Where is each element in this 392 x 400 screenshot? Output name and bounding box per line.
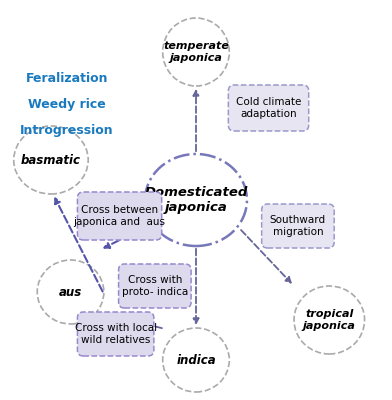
FancyBboxPatch shape <box>261 204 334 248</box>
Text: aus: aus <box>59 286 82 298</box>
Text: Domesticated
japonica: Domesticated japonica <box>144 186 248 214</box>
Ellipse shape <box>145 154 247 246</box>
Ellipse shape <box>37 260 104 324</box>
FancyBboxPatch shape <box>118 264 191 308</box>
Text: Cross with local
wild relatives: Cross with local wild relatives <box>74 323 157 345</box>
Ellipse shape <box>163 328 229 392</box>
Text: Cross with
proto- indica: Cross with proto- indica <box>122 275 188 297</box>
Text: Introgression: Introgression <box>20 124 113 137</box>
FancyBboxPatch shape <box>228 85 309 131</box>
Ellipse shape <box>14 126 88 194</box>
Text: Southward
migration: Southward migration <box>270 215 326 237</box>
Text: tropical
japonica: tropical japonica <box>303 309 356 331</box>
Text: Cross between
japonica and  aus: Cross between japonica and aus <box>74 205 165 227</box>
FancyBboxPatch shape <box>77 192 162 240</box>
Text: Weedy rice: Weedy rice <box>28 98 105 111</box>
Text: indica: indica <box>176 354 216 366</box>
Text: Feralization: Feralization <box>25 72 108 85</box>
Text: temperate
japonica: temperate japonica <box>163 41 229 63</box>
FancyBboxPatch shape <box>77 312 154 356</box>
Ellipse shape <box>294 286 365 354</box>
Text: Cold climate
adaptation: Cold climate adaptation <box>236 97 301 119</box>
Ellipse shape <box>163 18 229 86</box>
Text: basmatic: basmatic <box>21 154 81 166</box>
